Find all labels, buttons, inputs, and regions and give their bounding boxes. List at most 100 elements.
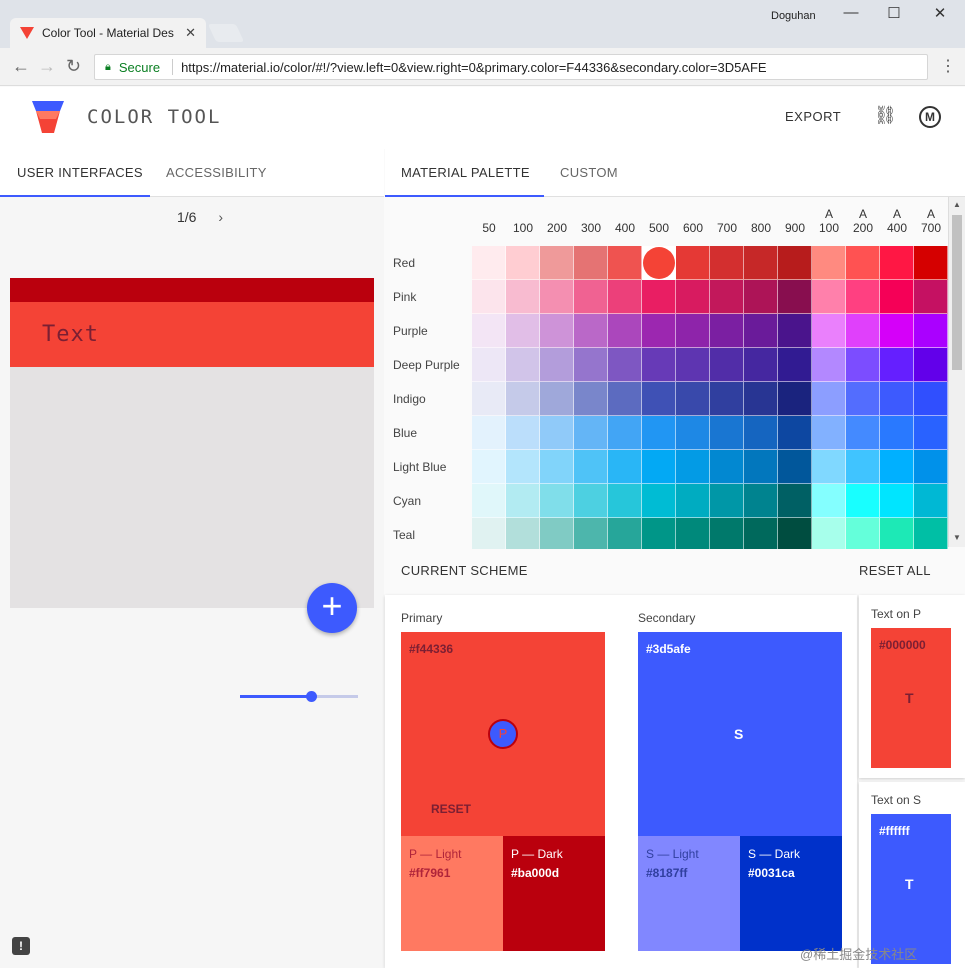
url-text[interactable]: https://material.io/color/#!/?view.left=… — [181, 59, 767, 75]
palette-swatch[interactable] — [506, 416, 540, 450]
palette-swatch[interactable] — [846, 416, 880, 450]
palette-swatch[interactable] — [744, 280, 778, 314]
palette-swatch[interactable] — [846, 484, 880, 518]
palette-swatch[interactable] — [710, 280, 744, 314]
palette-swatch[interactable] — [914, 280, 948, 314]
palette-swatch[interactable] — [914, 450, 948, 484]
palette-swatch[interactable] — [574, 246, 608, 280]
palette-swatch[interactable] — [506, 484, 540, 518]
scroll-up-icon[interactable]: ▲ — [953, 200, 961, 209]
minimize-icon[interactable]: — — [843, 4, 859, 21]
scrollbar-thumb[interactable] — [952, 215, 962, 370]
palette-swatch[interactable] — [608, 518, 642, 549]
palette-swatch[interactable] — [540, 518, 574, 549]
palette-swatch[interactable] — [642, 450, 676, 484]
palette-swatch[interactable] — [812, 450, 846, 484]
add-fab-plus-icon[interactable]: + — [307, 583, 357, 633]
palette-swatch[interactable] — [642, 314, 676, 348]
palette-swatch[interactable] — [608, 416, 642, 450]
tab-close-icon[interactable]: ✕ — [185, 25, 196, 40]
palette-swatch[interactable] — [778, 518, 812, 549]
palette-swatch[interactable] — [472, 484, 506, 518]
palette-swatch[interactable] — [710, 382, 744, 416]
maximize-icon[interactable]: ☐ — [887, 5, 901, 22]
palette-swatch[interactable] — [778, 382, 812, 416]
palette-swatch[interactable] — [676, 484, 710, 518]
palette-swatch[interactable] — [540, 314, 574, 348]
feedback-icon[interactable]: ! — [12, 937, 30, 955]
primary-light-swatch[interactable]: P — Light #ff7961 — [401, 836, 503, 951]
reload-icon[interactable]: ↻ — [66, 56, 82, 76]
palette-swatch[interactable] — [574, 450, 608, 484]
selected-swatch-indicator[interactable] — [643, 247, 675, 279]
palette-swatch[interactable] — [676, 280, 710, 314]
palette-swatch[interactable] — [880, 348, 914, 382]
primary-swatch[interactable]: #f44336 P RESET — [401, 632, 605, 836]
palette-swatch[interactable] — [472, 246, 506, 280]
palette-swatch[interactable] — [778, 314, 812, 348]
palette-swatch[interactable] — [710, 518, 744, 549]
palette-swatch[interactable] — [880, 450, 914, 484]
preview-slider[interactable] — [240, 691, 358, 702]
palette-swatch[interactable] — [574, 314, 608, 348]
palette-swatch[interactable] — [880, 484, 914, 518]
palette-swatch[interactable] — [778, 416, 812, 450]
palette-swatch[interactable] — [676, 382, 710, 416]
palette-swatch[interactable] — [710, 348, 744, 382]
palette-swatch[interactable] — [846, 280, 880, 314]
palette-swatch[interactable] — [846, 518, 880, 549]
palette-swatch[interactable] — [472, 450, 506, 484]
primary-reset-button[interactable]: RESET — [431, 802, 472, 816]
palette-swatch[interactable] — [744, 246, 778, 280]
palette-swatch[interactable] — [506, 518, 540, 549]
tab-user-interfaces[interactable]: USER INTERFACES — [17, 165, 143, 180]
palette-swatch[interactable] — [642, 484, 676, 518]
palette-swatch[interactable] — [812, 348, 846, 382]
browser-menu-icon[interactable]: ⋮ — [940, 58, 956, 75]
secondary-dark-swatch[interactable]: S — Dark #0031ca — [740, 836, 842, 951]
palette-swatch[interactable] — [880, 416, 914, 450]
tab-accessibility[interactable]: ACCESSIBILITY — [166, 165, 267, 180]
palette-swatch[interactable] — [506, 280, 540, 314]
close-window-icon[interactable]: ✕ — [933, 5, 947, 22]
secondary-light-swatch[interactable]: S — Light #8187ff — [638, 836, 740, 951]
palette-swatch[interactable] — [846, 314, 880, 348]
palette-swatch[interactable] — [914, 348, 948, 382]
palette-swatch[interactable] — [812, 484, 846, 518]
palette-swatch[interactable] — [914, 484, 948, 518]
palette-swatch[interactable] — [846, 382, 880, 416]
palette-swatch[interactable] — [608, 484, 642, 518]
palette-swatch[interactable] — [472, 348, 506, 382]
material-logo-icon[interactable]: M — [919, 106, 941, 128]
palette-swatch[interactable] — [676, 518, 710, 549]
palette-swatch[interactable] — [778, 450, 812, 484]
palette-swatch[interactable] — [744, 416, 778, 450]
palette-swatch[interactable] — [608, 246, 642, 280]
palette-swatch[interactable] — [608, 450, 642, 484]
palette-swatch[interactable] — [744, 518, 778, 549]
palette-swatch[interactable] — [608, 382, 642, 416]
palette-swatch[interactable] — [812, 246, 846, 280]
palette-swatch[interactable] — [506, 246, 540, 280]
palette-swatch[interactable] — [914, 382, 948, 416]
palette-swatch[interactable] — [914, 246, 948, 280]
scroll-down-icon[interactable]: ▼ — [953, 533, 961, 542]
slider-knob[interactable] — [305, 691, 317, 702]
palette-swatch[interactable] — [574, 280, 608, 314]
palette-swatch[interactable] — [812, 314, 846, 348]
palette-swatch[interactable] — [608, 348, 642, 382]
palette-swatch[interactable] — [812, 518, 846, 549]
palette-swatch[interactable] — [540, 484, 574, 518]
palette-swatch[interactable] — [642, 416, 676, 450]
palette-swatch[interactable] — [676, 314, 710, 348]
palette-swatch[interactable] — [472, 280, 506, 314]
palette-swatch[interactable] — [812, 382, 846, 416]
palette-swatch[interactable] — [812, 416, 846, 450]
palette-swatch[interactable] — [880, 518, 914, 549]
palette-swatch[interactable] — [676, 348, 710, 382]
palette-swatch[interactable] — [846, 348, 880, 382]
palette-swatch[interactable] — [574, 518, 608, 549]
back-arrow-icon[interactable]: ← — [12, 56, 30, 76]
palette-swatch[interactable] — [540, 246, 574, 280]
browser-tab[interactable]: Color Tool - Material Des ✕ — [10, 18, 206, 48]
